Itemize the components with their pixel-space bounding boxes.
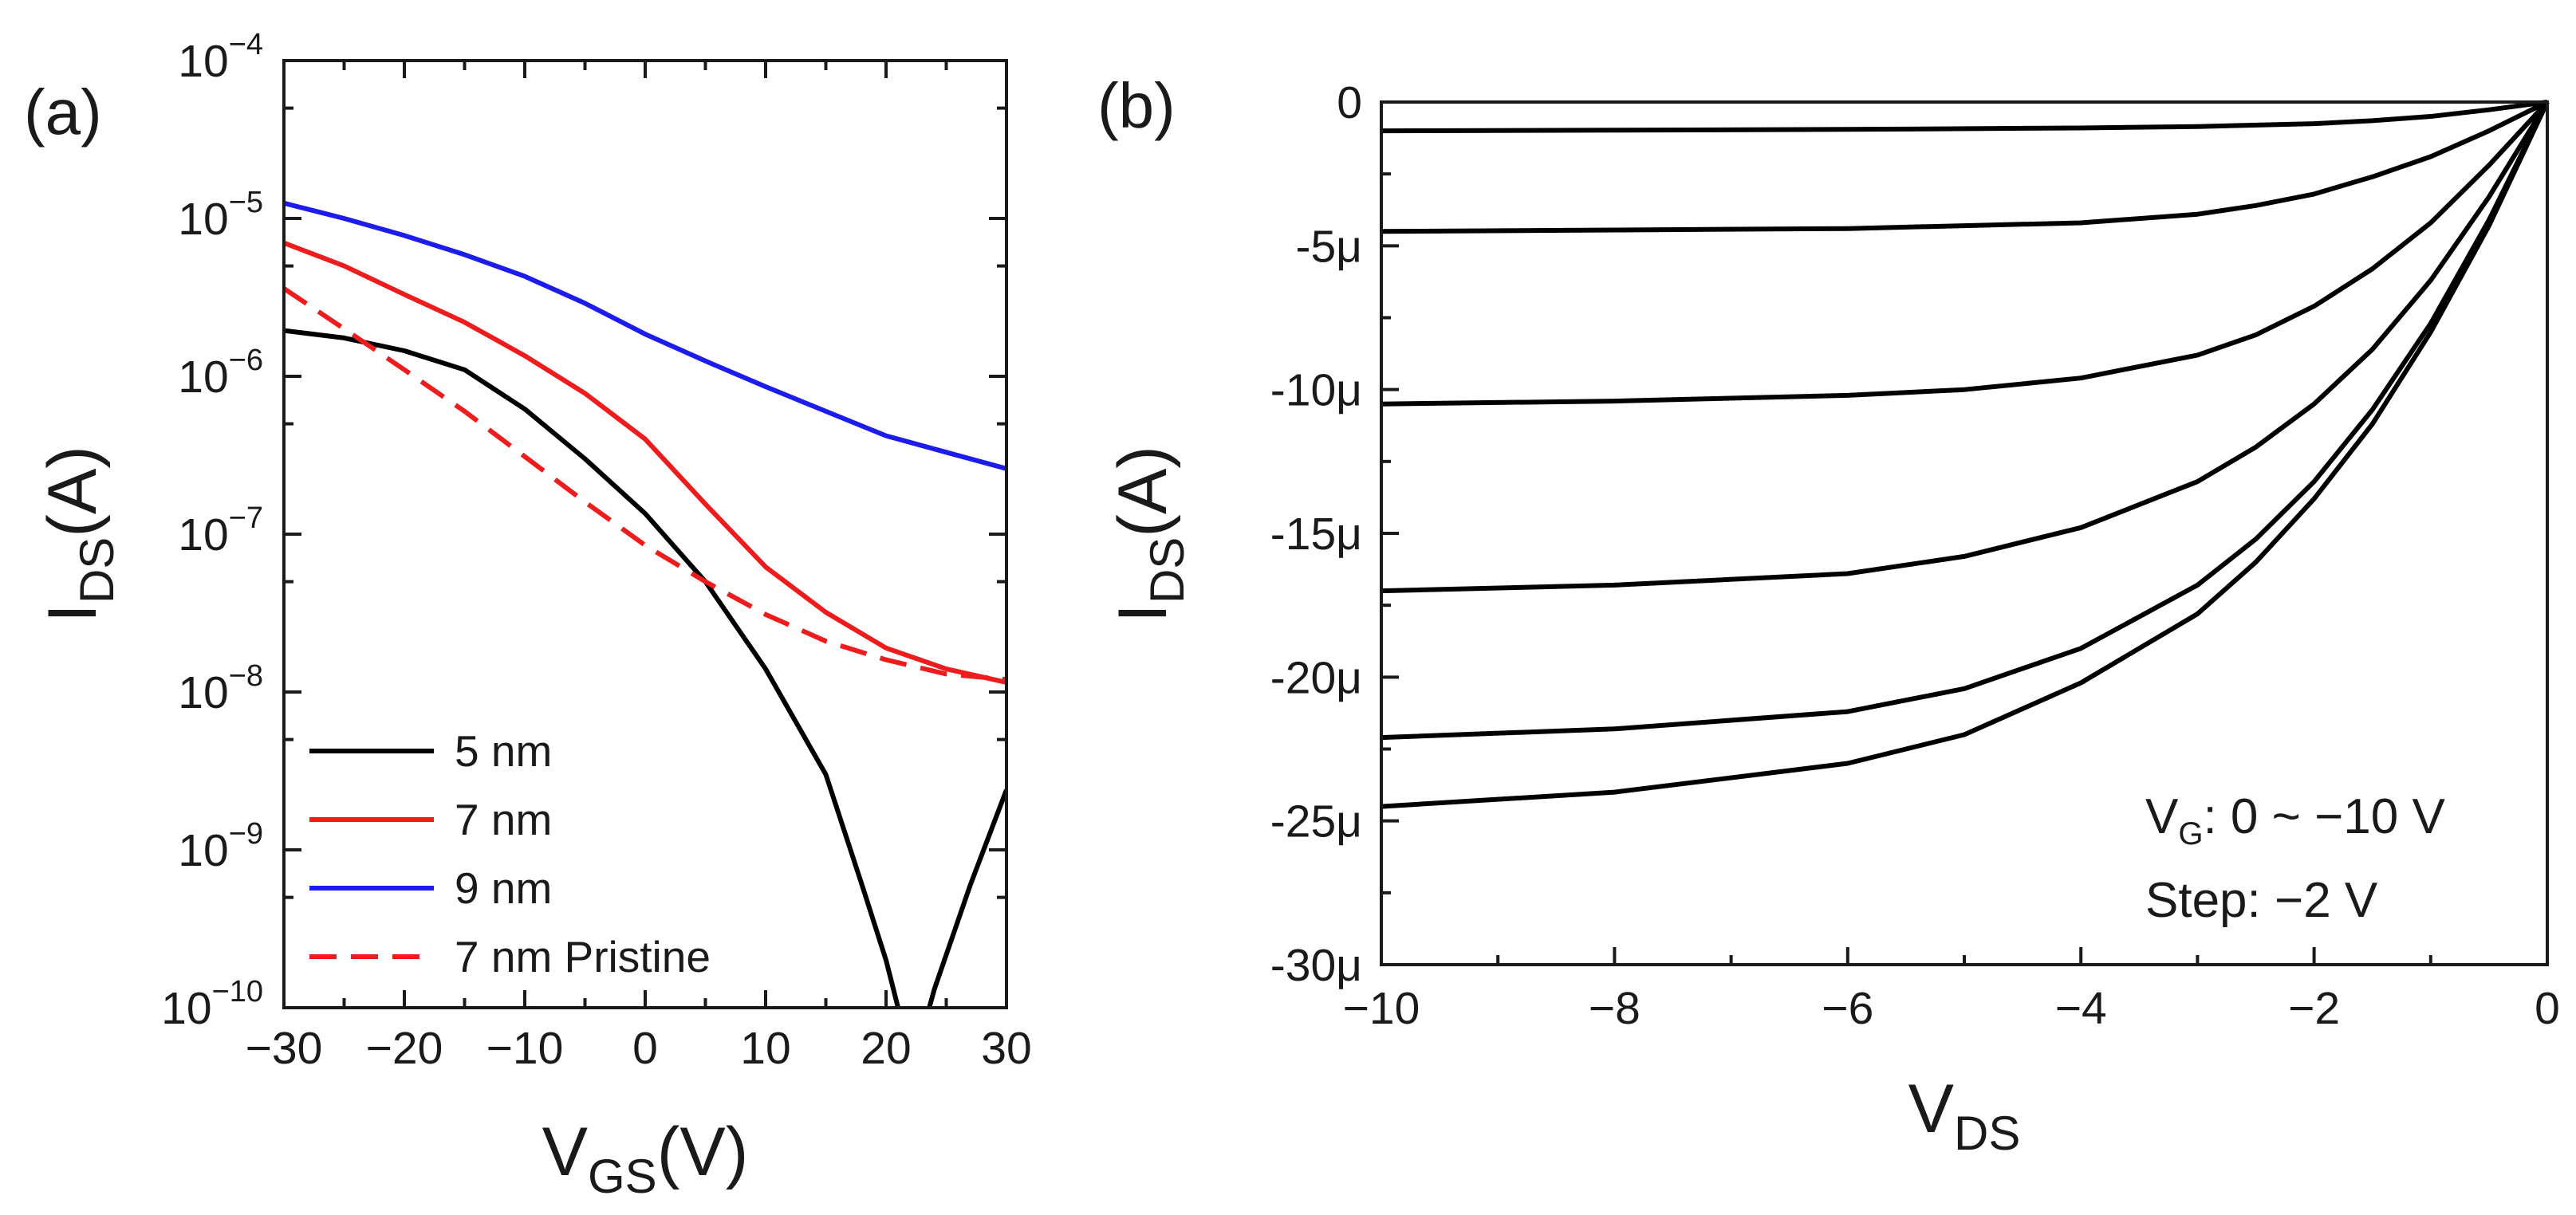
panel-b: (b) −10 −8 −6 −4 −2 0 0 -5μ -10μ -15μ -20μ -25μ -30μ…: [1097, 70, 2560, 1160]
panel-a-xtick-label: −10: [486, 1023, 564, 1074]
panel-a-xlabel: VGS(V): [542, 1114, 749, 1203]
series-line-vg-6-v: [1381, 100, 2550, 594]
panel-b-xlabel-main: V: [1908, 1071, 1954, 1147]
panel-a-ytick-label: 10−5: [178, 186, 263, 245]
series-line-9-nm: [284, 200, 1006, 471]
panel-a-xtick-label: 20: [861, 1023, 911, 1074]
panel-a-xtick-label: −20: [366, 1023, 443, 1074]
series-line-7-nm-pristine: [284, 286, 1006, 682]
panel-a-ylabel-unit: (A): [34, 446, 111, 537]
series-line-vg-0-v: [1381, 100, 2548, 134]
panel-b-ytick-label: -15μ: [1270, 509, 1362, 560]
series-line-7-nm: [284, 240, 1006, 685]
series-line-vg-8-v: [1381, 100, 2550, 741]
series-line-vg-2-v: [1381, 100, 2549, 234]
panel-b-ylabel-unit: (A): [1105, 446, 1181, 537]
panel-b-ytick-label: -30μ: [1270, 940, 1362, 991]
panel-a-xtick-label: −30: [246, 1023, 323, 1074]
panel-b-ytick-label: -25μ: [1270, 796, 1362, 847]
panel-a-xlabel-sub: GS: [588, 1150, 657, 1203]
series-line-5-nm: [284, 328, 1006, 1008]
panel-b-xtick-label: −4: [2055, 983, 2107, 1034]
panel-b-xtick-label: −6: [1822, 983, 1873, 1034]
legend-label-7nm: 7 nm: [455, 795, 552, 844]
panel-b-xlabel: VDS: [1908, 1071, 2021, 1160]
panel-b-xtick-label: −2: [2288, 983, 2340, 1034]
panel-b-ylabel: IDS(A): [1105, 446, 1194, 623]
panel-a-ytick-label: 10−6: [178, 344, 263, 403]
annotation-vg-sub: G: [2178, 816, 2203, 851]
annotation-vg-main: V: [2145, 789, 2179, 844]
panel-a: (a) −30 −20 −10 0 10 20 30 10−10 10−9 10−8 10−7 10−…: [24, 28, 1032, 1203]
panel-a-frame: [282, 59, 1008, 1009]
legend-label-5nm: 5 nm: [455, 726, 552, 776]
annotation-vg: VG: 0 ~ −10 V: [2145, 789, 2445, 851]
panel-b-label: (b): [1097, 70, 1176, 141]
panel-b-ylabel-main: I: [1105, 604, 1181, 623]
panel-a-ytick-label: 10−9: [178, 817, 263, 876]
panel-a-ylabel-main: I: [34, 604, 111, 623]
panel-b-ytick-label: 0: [1337, 77, 1362, 128]
panel-b-ytick-label: -10μ: [1270, 365, 1362, 416]
panel-a-ytick-label: 10−4: [178, 28, 263, 87]
panel-a-ytick-label: 10−10: [161, 975, 263, 1034]
panel-b-ylabel-sub: DS: [1140, 537, 1194, 604]
panel-b-xtick-label: −8: [1589, 983, 1641, 1034]
series-line-vg-10-v: [1381, 100, 2550, 809]
svg-text:IDS(A): IDS(A): [1105, 446, 1194, 623]
panel-a-xlabel-main: V: [542, 1114, 588, 1190]
panel-a-series: [284, 200, 1006, 1008]
panel-b-series: [1381, 100, 2550, 809]
panel-b-ytick-label: -5μ: [1295, 221, 1362, 272]
legend-label-9nm: 9 nm: [455, 863, 552, 913]
panel-b-ytick-label: -20μ: [1270, 652, 1362, 703]
panel-a-legend: 5 nm 7 nm 9 nm 7 nm Pristine: [309, 726, 711, 981]
panel-a-ytick-label: 10−7: [178, 501, 263, 560]
panel-b-xtick-label: −10: [1343, 983, 1420, 1034]
panel-b-frame: [1380, 100, 2549, 966]
panel-a-ylabel-sub: DS: [70, 537, 124, 604]
annotation-vg-rest: : 0 ~ −10 V: [2203, 789, 2445, 844]
legend-label-7nm-pristine: 7 nm Pristine: [455, 932, 711, 981]
svg-text:IDS(A): IDS(A): [34, 446, 124, 623]
series-line-vg-4-v: [1381, 100, 2550, 407]
panel-a-ylabel: IDS(A): [34, 446, 124, 623]
panel-a-xtick-label: 10: [740, 1023, 790, 1074]
panel-b-xlabel-sub: DS: [1954, 1107, 2020, 1160]
panel-b-xtick-label: 0: [2535, 983, 2560, 1034]
panel-a-xlabel-unit: (V): [657, 1114, 749, 1190]
annotation-step: Step: −2 V: [2145, 873, 2378, 928]
panel-a-xtick-label: 0: [632, 1023, 658, 1074]
panel-a-xtick-label: 30: [981, 1023, 1031, 1074]
panel-a-ytick-label: 10−8: [178, 659, 263, 718]
panel-a-ticks: −30 −20 −10 0 10 20 30 10−10 10−9 10−8 10−7 10−6 10−…: [161, 28, 1032, 1074]
panel-a-label: (a): [24, 77, 102, 147]
